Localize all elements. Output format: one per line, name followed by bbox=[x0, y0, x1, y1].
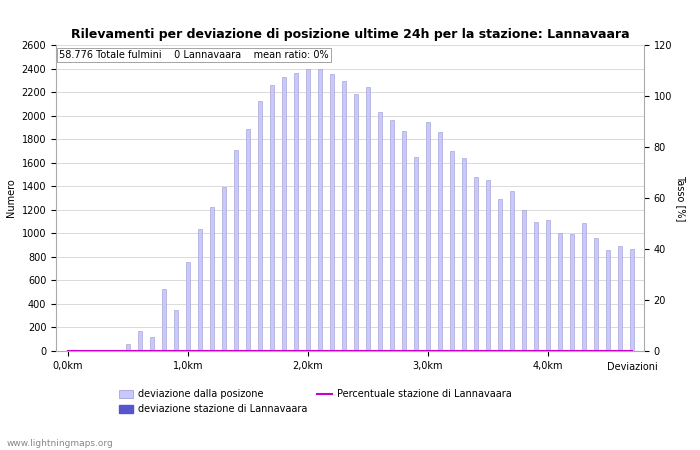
Bar bbox=[126, 344, 130, 351]
Text: Deviazioni: Deviazioni bbox=[608, 362, 658, 372]
Bar bbox=[282, 77, 286, 351]
Bar bbox=[138, 331, 142, 351]
Text: 58.776 Totale fulmini    0 Lannavaara    mean ratio: 0%: 58.776 Totale fulmini 0 Lannavaara mean … bbox=[59, 50, 328, 59]
Bar bbox=[270, 85, 274, 351]
Bar bbox=[462, 158, 466, 351]
Bar bbox=[150, 337, 154, 351]
Bar bbox=[210, 207, 214, 351]
Bar bbox=[246, 129, 250, 351]
Bar bbox=[474, 177, 478, 351]
Bar bbox=[486, 180, 490, 351]
Bar bbox=[174, 310, 178, 351]
Bar bbox=[390, 120, 394, 351]
Bar bbox=[546, 220, 550, 351]
Y-axis label: Numero: Numero bbox=[6, 179, 16, 217]
Bar bbox=[306, 68, 310, 351]
Bar bbox=[162, 288, 166, 351]
Bar bbox=[498, 199, 502, 351]
Bar bbox=[354, 94, 358, 351]
Bar bbox=[630, 248, 634, 351]
Bar bbox=[438, 132, 442, 351]
Bar bbox=[402, 131, 406, 351]
Bar bbox=[582, 223, 586, 351]
Bar bbox=[570, 234, 574, 351]
Bar bbox=[414, 157, 418, 351]
Bar bbox=[186, 261, 190, 351]
Bar bbox=[450, 151, 454, 351]
Title: Rilevamenti per deviazione di posizione ultime 24h per la stazione: Lannavaara: Rilevamenti per deviazione di posizione … bbox=[71, 28, 629, 41]
Bar bbox=[618, 246, 622, 351]
Bar bbox=[558, 233, 562, 351]
Bar bbox=[330, 74, 334, 351]
Bar bbox=[594, 238, 598, 351]
Bar bbox=[606, 250, 610, 351]
Bar bbox=[222, 187, 226, 351]
Y-axis label: Tasso [%]: Tasso [%] bbox=[676, 175, 686, 221]
Bar bbox=[510, 191, 514, 351]
Bar bbox=[234, 150, 238, 351]
Bar bbox=[426, 122, 430, 351]
Bar bbox=[342, 81, 346, 351]
Text: www.lightningmaps.org: www.lightningmaps.org bbox=[7, 439, 113, 448]
Bar bbox=[522, 210, 526, 351]
Bar bbox=[258, 102, 262, 351]
Bar bbox=[378, 112, 382, 351]
Bar bbox=[534, 221, 538, 351]
Bar bbox=[366, 87, 370, 351]
Bar bbox=[294, 73, 298, 351]
Bar bbox=[318, 68, 322, 351]
Bar bbox=[198, 229, 202, 351]
Legend: deviazione dalla posizone, deviazione stazione di Lannavaara, Percentuale stazio: deviazione dalla posizone, deviazione st… bbox=[115, 386, 515, 418]
